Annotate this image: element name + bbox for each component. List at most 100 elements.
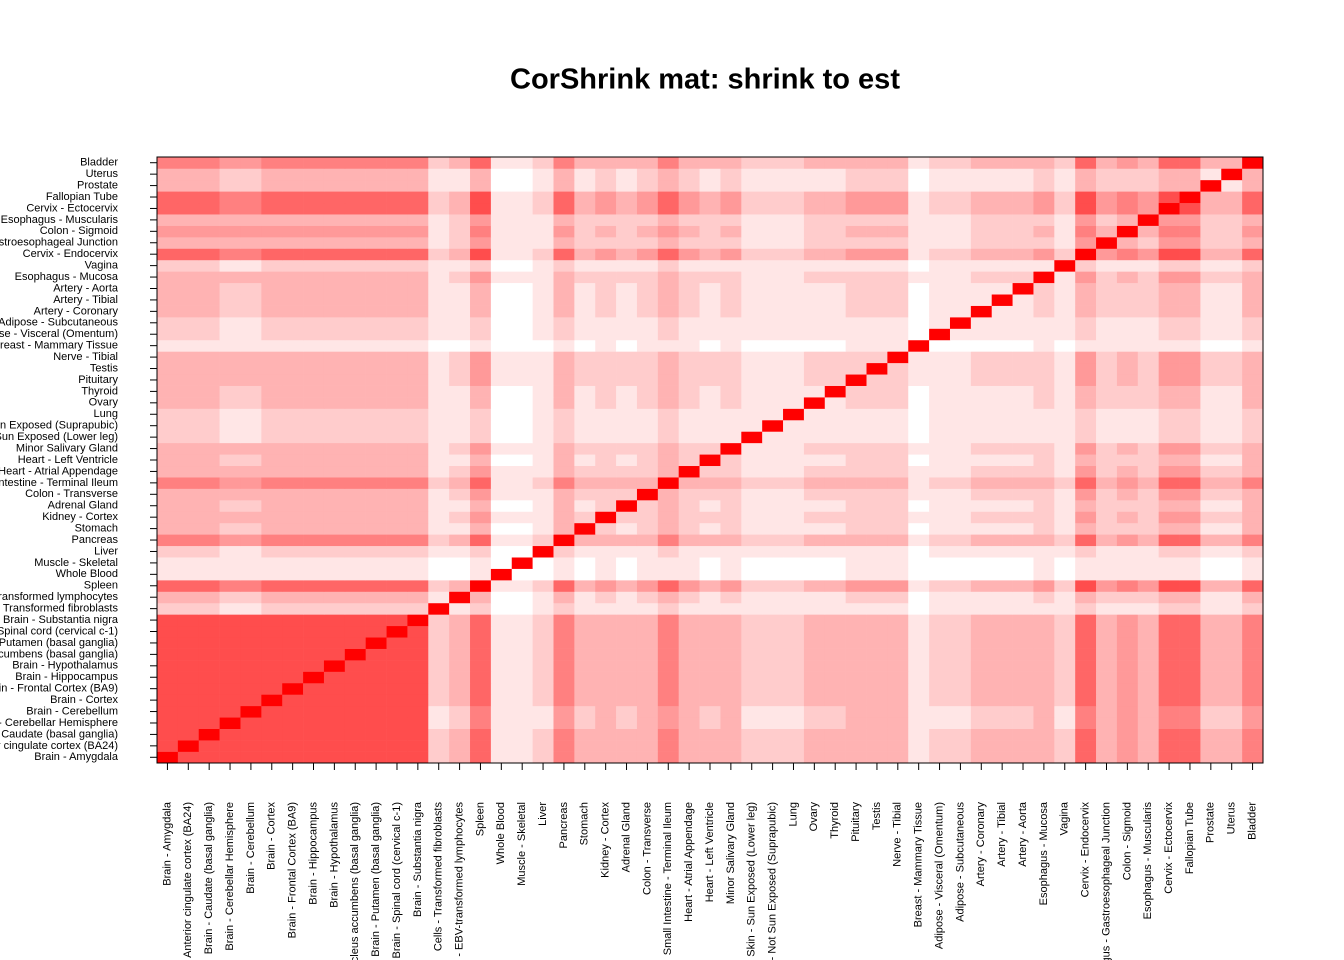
- heatmap-cell: [157, 259, 179, 272]
- heatmap-cell: [762, 511, 784, 524]
- heatmap-cell: [303, 648, 325, 661]
- heatmap-cell: [1096, 660, 1118, 672]
- heatmap-cell: [824, 282, 846, 295]
- heatmap-cell: [595, 454, 617, 467]
- heatmap-cell: [1054, 157, 1076, 169]
- x-tick-label: Fallopian Tube: [1184, 802, 1196, 874]
- heatmap-cell: [344, 728, 366, 741]
- heatmap-cell: [261, 591, 283, 604]
- heatmap-cell: [783, 557, 805, 569]
- heatmap-cell: [720, 419, 742, 432]
- heatmap-cell: [720, 374, 742, 386]
- heatmap-cell: [1033, 660, 1055, 672]
- heatmap-cell: [344, 214, 366, 226]
- heatmap-cell: [887, 557, 909, 569]
- heatmap-cell: [198, 625, 220, 638]
- heatmap-cell: [887, 705, 909, 718]
- heatmap-cell: [157, 625, 179, 638]
- heatmap-cell: [553, 305, 575, 318]
- heatmap-cell: [511, 225, 533, 238]
- heatmap-cell: [636, 511, 659, 524]
- y-tick-label: Vagina: [85, 260, 119, 272]
- heatmap-cell: [1242, 282, 1264, 295]
- heatmap-cell: [282, 637, 304, 649]
- heatmap-cell: [511, 179, 533, 192]
- heatmap-cell: [762, 214, 784, 226]
- y-tick-label: Muscle - Skeletal: [34, 557, 118, 569]
- heatmap-cell: [261, 637, 283, 649]
- heatmap-cell: [449, 339, 471, 352]
- heatmap-cell: [553, 648, 575, 661]
- heatmap-cell: [762, 717, 784, 729]
- heatmap-cell: [949, 202, 972, 215]
- heatmap-cell: [657, 660, 679, 672]
- heatmap-cell: [949, 351, 972, 364]
- heatmap-cell: [1200, 282, 1222, 295]
- heatmap-cell: [783, 397, 805, 409]
- heatmap-cell: [323, 648, 346, 661]
- heatmap-cell: [949, 191, 972, 204]
- heatmap-cell: [636, 328, 659, 341]
- heatmap-cell: [1012, 339, 1034, 352]
- heatmap-cell: [1054, 271, 1076, 284]
- heatmap-cell: [949, 477, 972, 489]
- heatmap-cell: [970, 271, 993, 284]
- heatmap-cell: [1158, 328, 1180, 341]
- heatmap-cell: [1137, 419, 1159, 432]
- heatmap-cell: [1075, 225, 1097, 238]
- heatmap-cell: [1158, 751, 1180, 764]
- y-tick-label: Cells - EBV-transformed lymphocytes: [0, 591, 118, 603]
- heatmap-cell: [1116, 477, 1139, 489]
- heatmap-cell: [636, 751, 659, 764]
- heatmap-cell: [470, 580, 492, 592]
- heatmap-cell: [866, 717, 888, 729]
- heatmap-cell: [177, 282, 200, 295]
- heatmap-cell: [386, 157, 408, 169]
- heatmap-cell: [720, 465, 742, 478]
- heatmap-cell: [157, 648, 179, 661]
- heatmap-cell: [866, 408, 888, 421]
- heatmap-cell: [240, 557, 262, 569]
- heatmap-cell: [657, 168, 679, 181]
- heatmap-cell: [845, 728, 867, 741]
- heatmap-cell: [803, 248, 826, 261]
- heatmap-cell: [219, 580, 241, 592]
- heatmap-cell: [574, 202, 596, 215]
- heatmap-cell: [428, 385, 450, 398]
- heatmap-cell: [532, 328, 554, 341]
- heatmap-cell: [261, 660, 283, 672]
- heatmap-cell: [720, 671, 742, 684]
- heatmap-cell: [929, 191, 951, 204]
- heatmap-cell: [678, 591, 700, 604]
- heatmap-cell: [949, 408, 972, 421]
- heatmap-cell: [449, 717, 471, 729]
- heatmap-cell: [1179, 522, 1201, 535]
- heatmap-cell: [803, 534, 826, 547]
- heatmap-cell: [1179, 339, 1201, 352]
- heatmap-cell: [303, 408, 325, 421]
- heatmap-cell: [1221, 362, 1243, 375]
- heatmap-cell: [365, 648, 387, 661]
- heatmap-cell: [845, 442, 867, 455]
- heatmap-cell: [1033, 259, 1055, 272]
- heatmap-cell: [845, 419, 867, 432]
- heatmap-cell: [657, 237, 679, 249]
- heatmap-cell: [866, 157, 888, 169]
- heatmap-cell: [323, 568, 346, 581]
- heatmap-cell: [887, 225, 909, 238]
- heatmap-cell: [845, 488, 867, 501]
- heatmap-cell: [887, 271, 909, 284]
- heatmap-cell: [991, 671, 1013, 684]
- heatmap-cell: [970, 522, 993, 535]
- heatmap-cell: [803, 454, 826, 467]
- heatmap-cell: [574, 442, 596, 455]
- heatmap-cell: [1221, 660, 1243, 672]
- heatmap-cell: [490, 282, 513, 295]
- heatmap-cell: [1096, 454, 1118, 467]
- heatmap-cell: [449, 294, 471, 306]
- heatmap-cell: [1158, 362, 1180, 375]
- heatmap-cell: [783, 660, 805, 672]
- heatmap-cell: [1033, 728, 1055, 741]
- heatmap-cell: [553, 431, 575, 444]
- heatmap-cell: [699, 602, 721, 615]
